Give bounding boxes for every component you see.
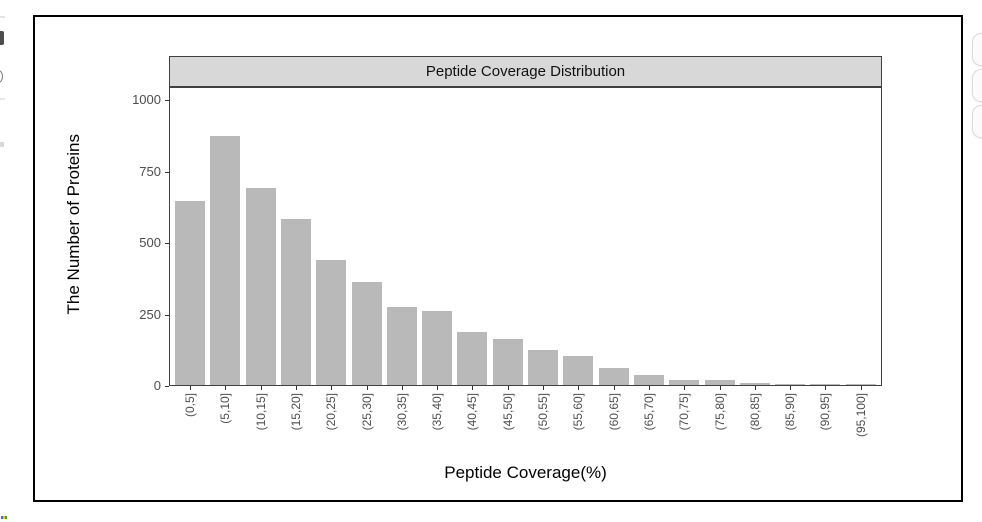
bar-(50,55] — [528, 350, 558, 385]
bar-(60,65] — [598, 368, 629, 385]
x-tick — [825, 386, 827, 390]
x-tick-label: (20,25] — [324, 393, 339, 431]
bar-(10,15] — [245, 188, 276, 385]
x-tick-label: (40,45] — [465, 393, 480, 431]
x-tick-label: (35,40] — [430, 393, 445, 431]
x-tick-label: (70,75] — [677, 393, 692, 431]
x-tick-label: (95,100] — [853, 393, 868, 438]
x-tick-label: (65,70] — [641, 393, 656, 431]
x-tick-label: (85,90] — [783, 393, 798, 431]
x-tick — [366, 386, 368, 390]
x-tick — [860, 386, 862, 390]
bar-(15,20] — [280, 219, 311, 385]
bar-(80,85] — [739, 383, 770, 385]
x-tick-label: (45,50] — [500, 393, 515, 431]
x-tick — [401, 386, 403, 390]
x-tick-label: (75,80] — [712, 393, 727, 431]
favicon-pixel — [3, 516, 5, 519]
favicon-pixel — [5, 516, 7, 519]
x-tick — [260, 386, 262, 390]
x-tick-label: (50,55] — [536, 393, 550, 431]
favicon-pixel — [1, 516, 3, 519]
x-tick — [543, 386, 544, 390]
bar-(90,95] — [810, 384, 841, 385]
x-tick — [437, 386, 439, 390]
bar-(5,10] — [210, 136, 241, 385]
x-tick — [790, 386, 792, 390]
bar-(0,5] — [175, 201, 205, 385]
x-tick-label: (30,35] — [394, 393, 409, 431]
x-tick — [613, 386, 615, 390]
bar-(30,35] — [386, 307, 417, 385]
bar-(95,100] — [845, 384, 876, 385]
x-tick-label: (60,65] — [606, 393, 621, 431]
clipped-line-fragment — [0, 16, 5, 18]
clipped-line-fragment — [0, 142, 4, 147]
x-tick-label: (90,95] — [818, 393, 833, 431]
y-tick-label: 750 — [139, 163, 161, 179]
plot-panel — [169, 87, 882, 386]
y-tick-label: 0 — [153, 378, 161, 393]
bar-(55,60] — [563, 356, 594, 385]
bar-(20,25] — [316, 260, 347, 385]
clipped-line-fragment — [0, 98, 5, 100]
y-tick — [165, 171, 169, 173]
y-tick-label: 500 — [139, 235, 161, 250]
x-tick-label: (25,30] — [359, 393, 374, 431]
chart-title: Peptide Coverage Distribution — [425, 63, 626, 80]
x-tick — [648, 386, 650, 390]
y-tick — [165, 100, 169, 101]
x-tick — [578, 386, 580, 390]
corner-favicon-fragment — [1, 516, 7, 519]
facet-strip: Peptide Coverage Distribution — [169, 56, 882, 87]
x-tick — [225, 386, 227, 390]
x-tick — [472, 386, 474, 390]
bar-(70,75] — [669, 380, 700, 385]
y-axis-title: The Number of Proteins — [64, 134, 83, 315]
bar-(75,80] — [704, 380, 735, 385]
bar-(65,70] — [633, 375, 664, 385]
x-tick-label: (10,15] — [253, 393, 268, 431]
bar-(25,30] — [351, 282, 382, 385]
x-tick-label: (80,85] — [747, 393, 762, 431]
y-tick-label: 1000 — [132, 92, 161, 107]
x-tick-label: (0,5] — [183, 393, 197, 418]
x-tick-label: (5,10] — [218, 393, 233, 424]
y-tick — [165, 243, 169, 244]
y-tick-label: 250 — [139, 306, 161, 322]
bar-(35,40] — [422, 311, 453, 385]
floating-button-2[interactable] — [972, 69, 982, 102]
y-tick — [165, 386, 169, 387]
x-axis-title: Peptide Coverage(%) — [444, 463, 607, 482]
y-tick — [165, 314, 169, 316]
x-tick — [331, 386, 333, 390]
x-tick — [719, 386, 721, 390]
x-tick — [295, 386, 297, 390]
floating-button-3[interactable] — [972, 105, 982, 138]
x-tick — [684, 386, 686, 390]
x-tick — [754, 386, 756, 390]
bar-(45,50] — [492, 339, 523, 385]
x-tick — [507, 386, 509, 390]
x-tick-label: (15,20] — [288, 393, 303, 431]
floating-button-1[interactable] — [972, 33, 982, 66]
bar-(40,45] — [457, 332, 488, 385]
x-tick — [190, 386, 191, 390]
clipped-glyph-fragment — [0, 31, 4, 45]
x-tick-label: (55,60] — [571, 393, 586, 431]
bar-(85,90] — [775, 384, 806, 385]
